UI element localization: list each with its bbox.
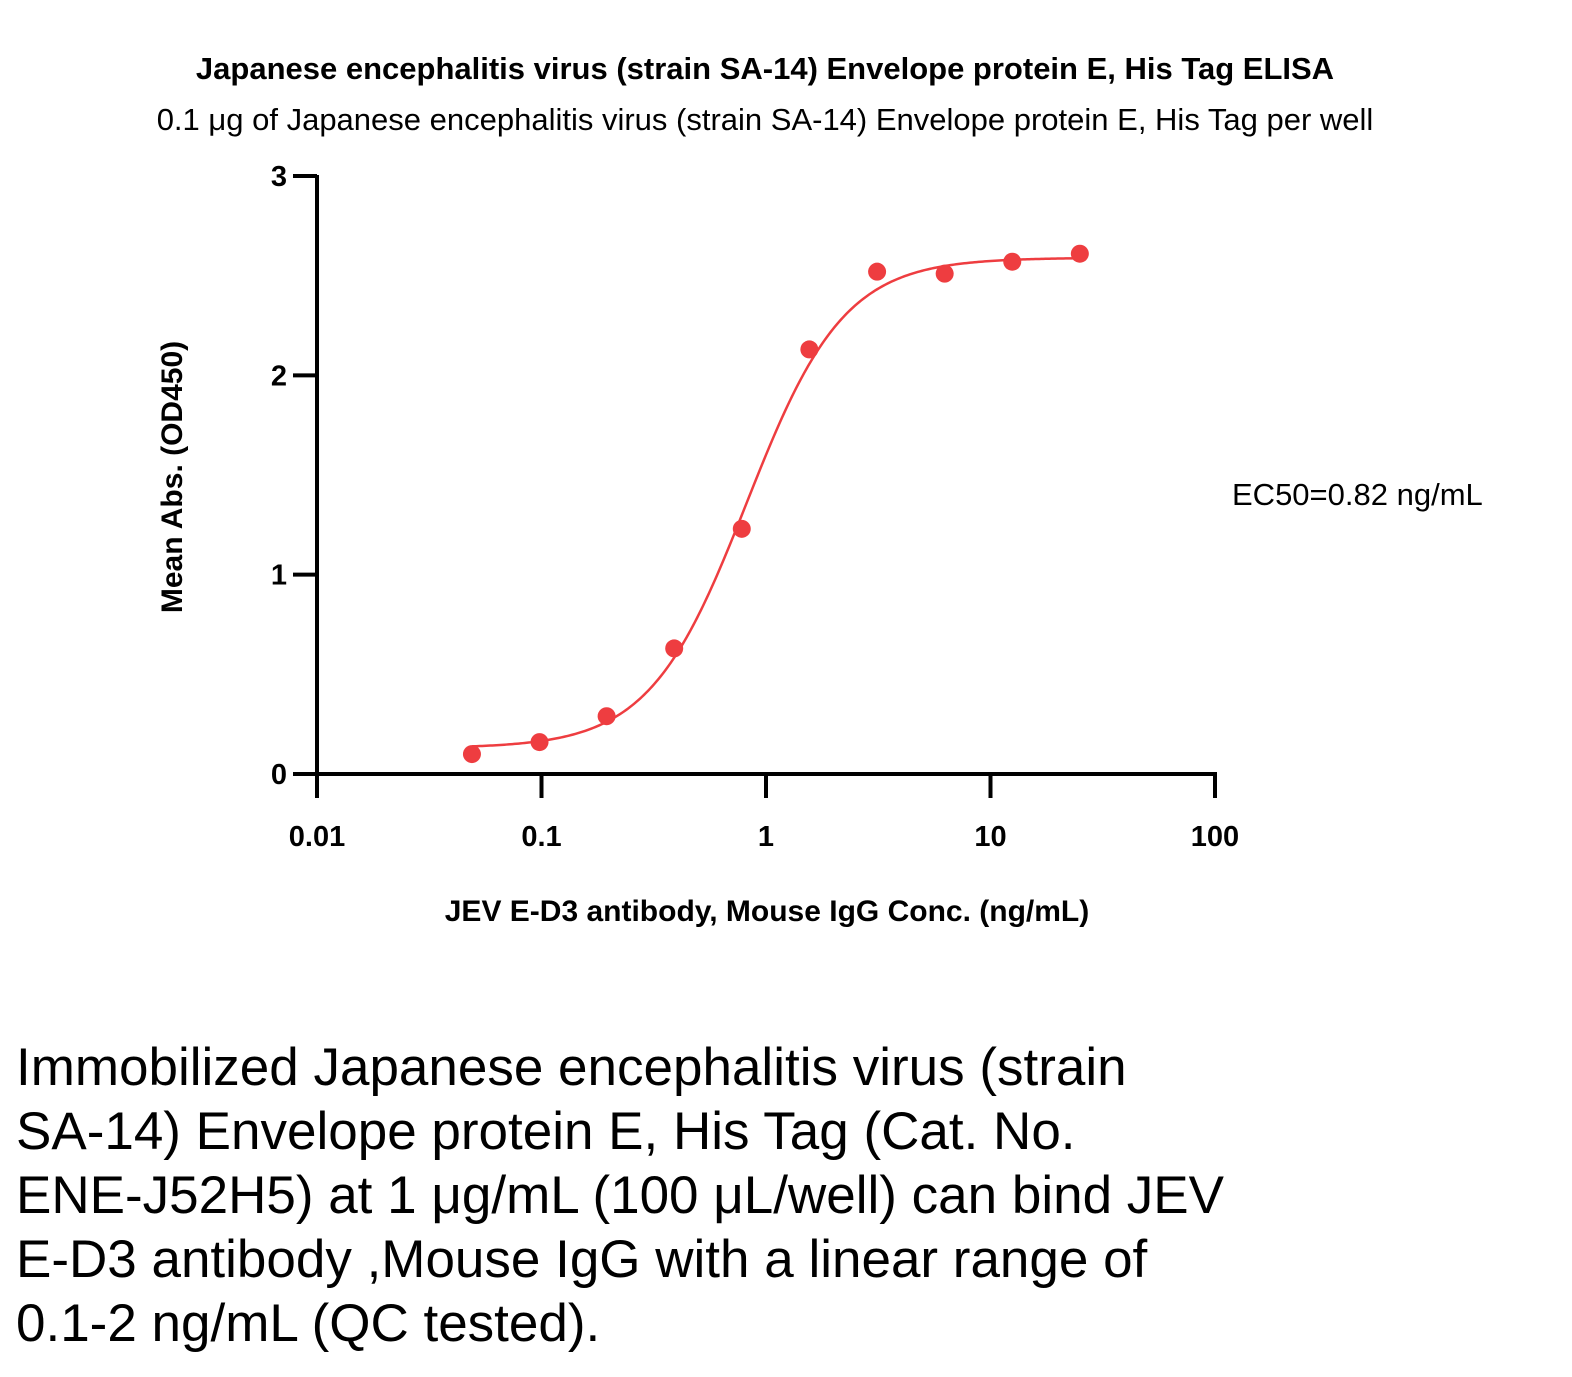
- data-point: [1070, 244, 1089, 263]
- y-tick-label: 3: [271, 161, 287, 193]
- data-points: [462, 244, 1089, 764]
- data-point: [665, 639, 684, 658]
- fit-curve-group: [471, 257, 1080, 748]
- x-axis-title: JEV E-D3 antibody, Mouse IgG Conc. (ng/m…: [445, 895, 1089, 928]
- data-point: [597, 707, 616, 726]
- x-tick-label: 100: [1191, 821, 1239, 853]
- y-tick-label: 2: [271, 360, 287, 392]
- data-point: [868, 262, 887, 281]
- data-point: [462, 745, 481, 764]
- axes: [315, 175, 1217, 776]
- data-point: [935, 264, 954, 283]
- data-point: [1003, 252, 1022, 271]
- ec50-annotation: EC50=0.82 ng/mL: [1232, 477, 1483, 512]
- x-tick-label: 0.1: [521, 821, 561, 853]
- fit-curve: [471, 257, 1080, 748]
- y-axis-title: Mean Abs. (OD450): [156, 341, 189, 613]
- x-tick-label: 10: [974, 821, 1006, 853]
- figure-caption: Immobilized Japanese encephalitis virus …: [16, 1038, 1224, 1353]
- y-tick-label: 0: [271, 759, 287, 791]
- data-point: [530, 733, 549, 752]
- chart-subtitle: 0.1 μg of Japanese encephalitis virus (s…: [157, 102, 1374, 137]
- y-tick-label: 1: [271, 560, 287, 592]
- x-tick-label: 1: [758, 821, 774, 853]
- ticks: 0.01 0.1 1 10 100 0 1 2 3: [271, 161, 1239, 853]
- chart-title: Japanese encephalitis virus (strain SA-1…: [196, 51, 1334, 86]
- data-point: [732, 519, 751, 538]
- data-point: [800, 340, 819, 359]
- x-tick-label: 0.01: [289, 821, 345, 853]
